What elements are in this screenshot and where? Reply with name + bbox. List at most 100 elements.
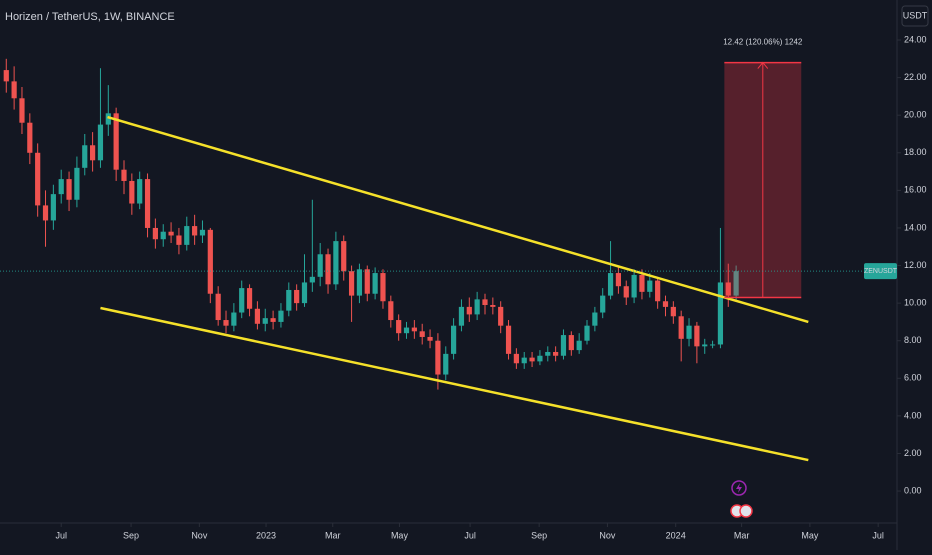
candle-body <box>733 271 739 296</box>
candle-body <box>631 274 637 298</box>
candle-body <box>545 351 551 356</box>
candle-body <box>113 113 119 170</box>
candle-body <box>341 241 347 272</box>
candle-body <box>317 254 323 277</box>
y-tick-label: 0.00 <box>904 485 922 495</box>
x-tick-label: 2023 <box>256 530 276 540</box>
candle-body <box>584 325 590 341</box>
candle-body <box>678 316 684 339</box>
candle-body <box>309 276 315 283</box>
candle-body <box>670 306 676 317</box>
trendline <box>107 115 809 324</box>
currency-box[interactable] <box>901 5 929 27</box>
candle-body <box>709 344 716 346</box>
candle-body <box>474 299 480 315</box>
candle-body <box>105 113 111 125</box>
candle-body <box>294 289 300 304</box>
y-tick-label: 14.00 <box>904 222 927 232</box>
candle-body <box>168 231 174 236</box>
y-tick-label: 16.00 <box>904 185 927 195</box>
candle-body <box>364 269 370 294</box>
candle-body <box>686 325 692 339</box>
candle-body <box>655 280 661 302</box>
candle-body <box>482 299 488 306</box>
x-tick-label: May <box>801 530 819 540</box>
candle-body <box>246 288 253 309</box>
candle-body <box>521 357 527 364</box>
trendline <box>100 306 809 462</box>
candle-body <box>333 241 339 285</box>
y-tick-label: 22.00 <box>904 72 927 82</box>
candle-body <box>505 325 512 354</box>
candle-body <box>58 179 64 195</box>
candle-body <box>184 226 190 245</box>
candle-body <box>199 229 206 236</box>
x-tick-label: May <box>391 530 409 540</box>
candle-body <box>129 180 135 204</box>
x-tick-label: Jul <box>55 530 67 540</box>
candle-body <box>270 318 276 322</box>
candle-body <box>152 227 158 240</box>
symbol-tag-box <box>864 263 897 280</box>
candle-body <box>90 145 96 161</box>
candle-body <box>529 357 535 362</box>
candle-body <box>607 273 614 296</box>
candle-body <box>717 282 724 345</box>
x-tick-label: Mar <box>734 530 750 540</box>
y-tick-label: 4.00 <box>904 410 922 420</box>
candle-body <box>231 312 237 326</box>
candle-body <box>427 336 433 341</box>
candle-body <box>215 293 221 321</box>
x-tick-label: Jul <box>464 530 476 540</box>
candle-body <box>223 320 229 326</box>
x-tick-label: 2024 <box>666 530 686 540</box>
candle-body <box>192 226 198 236</box>
candle-body <box>50 194 56 221</box>
y-tick-label: 8.00 <box>904 335 922 345</box>
candle-body <box>348 271 355 296</box>
candle-body <box>592 312 598 326</box>
candle-body <box>325 254 331 285</box>
plot-area: 12.42 (120.06%) 1242 <box>3 38 809 462</box>
candle-body <box>553 351 559 356</box>
candle-body <box>458 306 465 326</box>
candle-body <box>286 289 292 311</box>
projection-arrowhead <box>757 61 769 69</box>
candle-body <box>568 335 574 351</box>
candle-body <box>498 306 504 326</box>
y-tick-label: 20.00 <box>904 110 927 120</box>
y-tick-label: 2.00 <box>904 448 922 458</box>
candle-body <box>3 70 9 82</box>
candle-body <box>388 301 394 321</box>
candle-body <box>74 167 80 200</box>
candle-body <box>725 282 731 296</box>
y-tick-label: 24.00 <box>904 34 927 44</box>
candle-body <box>639 274 645 292</box>
candle-body <box>207 229 213 294</box>
currency-label: USDT <box>903 10 928 20</box>
candle-body <box>513 353 519 364</box>
flag-icon[interactable] <box>739 504 753 518</box>
x-tick-label: Jul <box>872 530 884 540</box>
candle-body <box>11 81 17 99</box>
candle-body <box>702 344 708 347</box>
candle-body <box>176 235 182 245</box>
candle-body <box>254 308 261 324</box>
candle-body <box>239 288 245 313</box>
x-tick-label: Nov <box>599 530 616 540</box>
candle-body <box>19 98 25 123</box>
y-tick-label: 12.00 <box>904 260 927 270</box>
y-tick-label: 10.00 <box>904 298 927 308</box>
candle-body <box>301 282 308 304</box>
candle-body <box>262 318 268 324</box>
y-tick-label: 6.00 <box>904 373 922 383</box>
candle-body <box>451 325 457 354</box>
projection-label: 12.42 (120.06%) 1242 <box>723 38 803 47</box>
candle-body <box>278 310 284 322</box>
candle-body <box>490 305 496 307</box>
chart-title: Horizen / TetherUS, 1W, BINANCE <box>5 11 175 23</box>
event-icons <box>730 480 753 518</box>
candle-body <box>396 320 402 334</box>
candle-body <box>27 122 33 153</box>
candle-body <box>144 179 151 228</box>
